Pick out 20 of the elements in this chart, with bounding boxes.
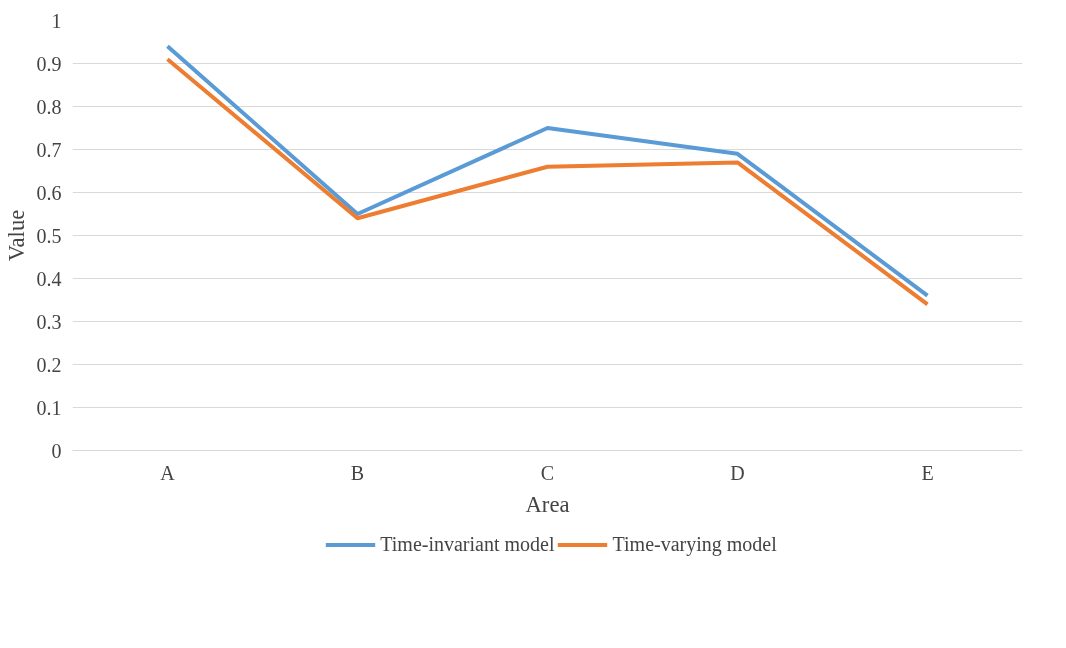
x-tick-label: E — [921, 461, 934, 484]
x-tick-label: C — [540, 461, 555, 484]
y-tick-label: 0.4 — [36, 267, 62, 290]
y-tick-label: 0.2 — [36, 353, 62, 376]
legend-label: Time-invariant model — [380, 532, 555, 556]
y-tick-label: 0.8 — [36, 95, 62, 118]
y-tick-label: 0.5 — [36, 224, 62, 247]
y-tick-label: 0 — [51, 439, 62, 462]
y-axis-title: Value — [3, 209, 29, 262]
x-tick-label: D — [730, 461, 745, 484]
y-tick-label: 0.1 — [36, 396, 62, 419]
legend-label: Time-varying model — [612, 532, 777, 556]
y-tick-label: 0.3 — [36, 310, 62, 333]
y-tick-label: 0.6 — [36, 181, 62, 204]
y-tick-label: 1 — [51, 9, 62, 32]
y-tick-label: 0.9 — [36, 52, 62, 75]
x-tick-label: B — [350, 461, 365, 484]
x-axis-title: Area — [525, 491, 570, 517]
y-tick-label: 0.7 — [36, 138, 62, 161]
x-tick-label: A — [160, 461, 176, 484]
